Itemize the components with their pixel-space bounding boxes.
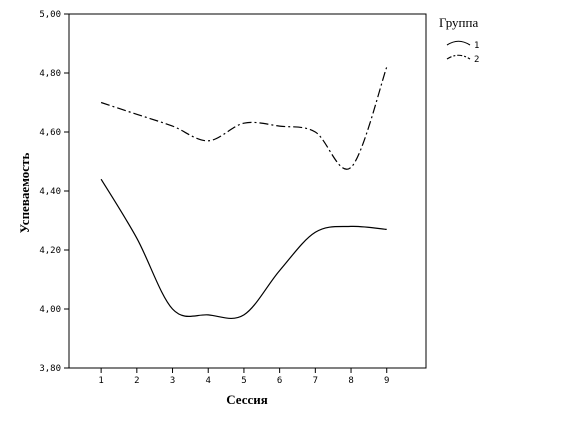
y-axis-ticks: 3,80 4,00 4,20 4,40 4,60 4,80 5,00: [39, 10, 69, 374]
legend-label-2: 2: [474, 55, 479, 65]
x-tick-label: 6: [277, 376, 282, 386]
plot-frame: [68, 13, 427, 369]
y-tick-label: 3,80: [39, 364, 61, 374]
legend-swatch-1: [446, 40, 471, 46]
y-tick-label: 4,40: [39, 187, 61, 197]
x-tick-label: 3: [170, 376, 175, 386]
x-tick-label: 9: [384, 376, 389, 386]
legend-title: Группа: [439, 15, 478, 30]
legend-swatch-2: [446, 54, 471, 60]
x-tick-label: 7: [313, 376, 318, 386]
legend: Группа 12: [439, 15, 479, 65]
x-tick-label: 1: [98, 376, 103, 386]
y-tick-label: 4,00: [39, 305, 61, 315]
y-axis-title: Успеваемость: [17, 153, 32, 234]
series-line-1: [100, 178, 387, 320]
y-tick-label: 4,20: [39, 246, 61, 256]
x-tick-label: 5: [241, 376, 246, 386]
x-axis-ticks: 1 2 3 4 5 6 7 8 9: [98, 368, 389, 386]
y-tick-label: 4,60: [39, 128, 61, 138]
x-axis-title: Сессия: [226, 392, 268, 407]
y-tick-label: 5,00: [39, 10, 61, 20]
x-tick-label: 8: [348, 376, 353, 386]
legend-items: 12: [446, 40, 479, 65]
series-line-2: [100, 66, 388, 170]
legend-label-1: 1: [474, 41, 479, 51]
y-tick-label: 4,80: [39, 69, 61, 79]
x-tick-label: 2: [134, 376, 139, 386]
x-tick-label: 4: [206, 376, 211, 386]
series-layer: [100, 66, 388, 320]
